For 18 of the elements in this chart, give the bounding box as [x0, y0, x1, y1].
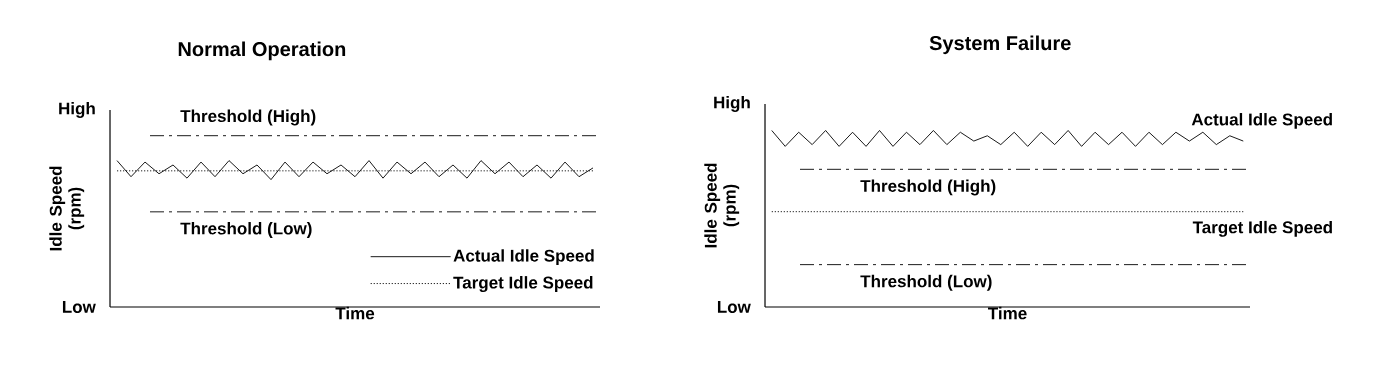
x-axis-title: Time	[988, 306, 1027, 320]
series-label: Target Idle Speed	[1192, 220, 1332, 237]
y-axis-title: Idle Speed (rpm)	[49, 166, 85, 251]
legend-label: Actual Idle Speed	[453, 249, 594, 266]
series-label: Actual Idle Speed	[1191, 113, 1332, 129]
text: Low	[62, 301, 96, 313]
text: High	[59, 102, 95, 118]
chart-title: System Failure	[929, 35, 1071, 55]
text: Low	[717, 301, 751, 313]
ref-line-label: Threshold (High)	[860, 179, 996, 196]
legend-label: Target Idle Speed	[453, 276, 593, 293]
text: High	[714, 96, 750, 112]
ref-line-label: Threshold (High)	[180, 109, 316, 126]
ref-line-label: Threshold (Low)	[180, 222, 312, 238]
chart-title: Normal Operation	[178, 41, 346, 61]
y-axis-title: Idle Speed (rpm)	[704, 163, 740, 248]
x-axis-title: Time	[335, 306, 375, 320]
ref-line-label: Threshold (Low)	[860, 274, 992, 291]
